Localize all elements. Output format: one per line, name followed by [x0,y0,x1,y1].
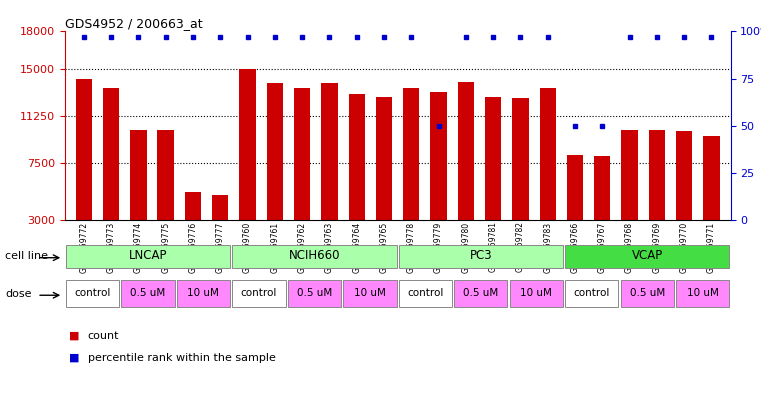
Bar [622,130,638,220]
Bar [399,245,563,268]
Text: count: count [88,331,119,341]
Bar [565,280,619,307]
Bar [232,245,396,268]
Text: NCIH660: NCIH660 [288,250,340,263]
Bar [294,88,310,220]
Bar [177,280,230,307]
Bar [454,280,508,307]
Text: percentile rank within the sample: percentile rank within the sample [88,353,275,363]
Bar [349,94,365,220]
Bar [343,280,396,307]
Bar [676,131,693,220]
Text: ■: ■ [68,353,79,363]
Text: 10 uM: 10 uM [687,288,718,298]
Bar [512,98,529,220]
Bar [540,88,556,220]
Bar [321,83,338,220]
Bar [212,195,228,220]
Text: control: control [574,288,610,298]
Bar [103,88,119,220]
Bar [565,245,730,268]
Bar [65,245,230,268]
Text: 10 uM: 10 uM [354,288,386,298]
Bar [621,280,674,307]
Bar [266,83,283,220]
Text: control: control [75,288,110,298]
Bar [288,280,341,307]
Text: control: control [407,288,444,298]
Bar [232,280,285,307]
Text: 10 uM: 10 uM [187,288,219,298]
Text: 10 uM: 10 uM [521,288,552,298]
Bar [510,280,563,307]
Text: 0.5 uM: 0.5 uM [629,288,665,298]
Bar [485,97,501,220]
Bar [567,155,583,220]
Bar [703,136,720,220]
Text: 0.5 uM: 0.5 uM [463,288,498,298]
Bar [185,193,201,220]
Bar [240,69,256,220]
Bar [431,92,447,220]
Text: ■: ■ [68,331,79,341]
Bar [399,280,452,307]
Bar [648,130,665,220]
Bar [403,88,419,220]
Bar [121,280,174,307]
Bar [376,97,392,220]
Bar [75,79,92,220]
Bar [158,130,174,220]
Text: 0.5 uM: 0.5 uM [297,288,332,298]
Bar [594,156,610,220]
Text: dose: dose [5,289,32,299]
Bar [457,82,474,220]
Bar [65,280,119,307]
Text: GDS4952 / 200663_at: GDS4952 / 200663_at [65,17,202,30]
Text: PC3: PC3 [470,250,492,263]
Text: LNCAP: LNCAP [129,250,167,263]
Bar [677,280,730,307]
Text: 0.5 uM: 0.5 uM [130,288,166,298]
Text: VCAP: VCAP [632,250,663,263]
Text: control: control [240,288,277,298]
Text: cell line: cell line [5,251,49,261]
Bar [130,130,147,220]
